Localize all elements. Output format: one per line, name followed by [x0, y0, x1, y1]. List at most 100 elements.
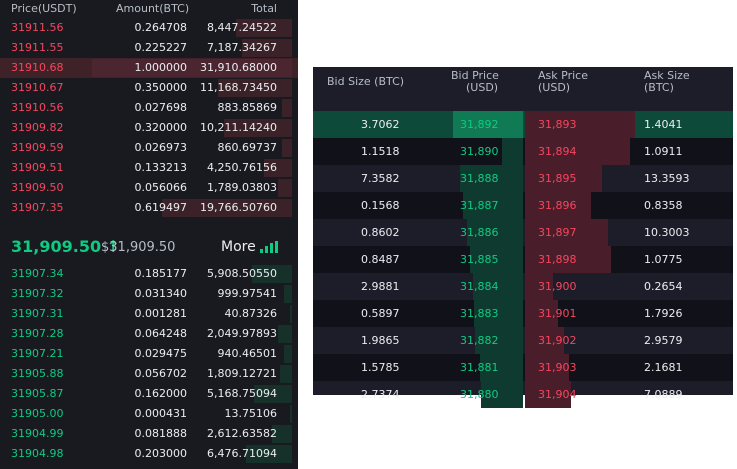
- ask-row[interactable]: 31909.82 0.320000 10,211.14240: [0, 118, 298, 138]
- last-price: 31,909.50 ↑: [11, 237, 121, 256]
- ask-size: 2.1681: [644, 361, 683, 374]
- bid-total: 5,168.75094: [207, 387, 277, 400]
- ask-price: 31,895: [538, 172, 577, 185]
- depth-row[interactable]: 1.9865 31,882 31,902 2.9579: [313, 327, 733, 354]
- bid-price: 31907.32: [11, 287, 64, 300]
- ask-row[interactable]: 31909.50 0.056066 1,789.03803: [0, 178, 298, 198]
- ask-row[interactable]: 31907.35 0.619497 19,766.50760: [0, 198, 298, 218]
- depth-row[interactable]: 0.8487 31,885 31,898 1.0775: [313, 246, 733, 273]
- bid-price: 31905.87: [11, 387, 64, 400]
- depth-row[interactable]: 0.8602 31,886 31,897 10.3003: [313, 219, 733, 246]
- bid-total: 6,476.71094: [207, 447, 277, 460]
- ask-price: 31910.68: [11, 61, 64, 74]
- bid-row[interactable]: 31905.88 0.056702 1,809.12721: [0, 364, 298, 384]
- depth-row[interactable]: 2.9881 31,884 31,900 0.2654: [313, 273, 733, 300]
- bid-row[interactable]: 31907.21 0.029475 940.46501: [0, 344, 298, 364]
- ask-size: 1.0775: [644, 253, 683, 266]
- bid-row[interactable]: 31907.34 0.185177 5,908.50550: [0, 264, 298, 284]
- bid-depth-bar: [481, 381, 523, 408]
- bid-total: 40.87326: [224, 307, 278, 320]
- depth-table-header: Bid Size (BTC) Bid Price (USD) Ask Price…: [313, 67, 733, 107]
- ask-depth-bar: [525, 381, 571, 408]
- bid-depth-bar: [284, 285, 292, 303]
- ask-depth-bar: [525, 273, 553, 300]
- bid-row[interactable]: 31905.87 0.162000 5,168.75094: [0, 384, 298, 404]
- bid-depth-bar: [474, 300, 523, 327]
- bid-row[interactable]: 31905.00 0.000431 13.75106: [0, 404, 298, 424]
- bid-depth-bar: [284, 345, 292, 363]
- bid-amount: 0.185177: [134, 267, 188, 280]
- bid-price: 31907.21: [11, 347, 64, 360]
- bid-depth-bar: [278, 325, 292, 343]
- ask-amount: 0.027698: [134, 101, 188, 114]
- ask-row[interactable]: 31911.56 0.264708 8,447.24522: [0, 18, 298, 38]
- ask-amount: 1.000000: [134, 61, 188, 74]
- bid-depth-bar: [473, 273, 523, 300]
- ask-size: 0.2654: [644, 280, 683, 293]
- bid-price: 31,884: [460, 280, 499, 293]
- bid-row[interactable]: 31904.98 0.203000 6,476.71094: [0, 444, 298, 464]
- bid-amount: 0.001281: [134, 307, 188, 320]
- ask-size: 1.7926: [644, 307, 683, 320]
- depth-row[interactable]: 7.3582 31,888 31,895 13.3593: [313, 165, 733, 192]
- order-book-header: Price(USDT) Amount(BTC) Total: [0, 0, 298, 17]
- bid-total: 13.75106: [224, 407, 278, 420]
- bid-price: 31,886: [460, 226, 499, 239]
- ask-size-header: Ask Size: [644, 69, 690, 82]
- price-header: Price(USDT): [11, 2, 77, 15]
- bid-price: 31904.98: [11, 447, 64, 460]
- ask-size: 13.3593: [644, 172, 690, 185]
- bid-total: 2,049.97893: [207, 327, 277, 340]
- ask-price: 31,903: [538, 361, 577, 374]
- ask-amount: 0.133213: [134, 161, 188, 174]
- ask-row[interactable]: 31910.56 0.027698 883.85869: [0, 98, 298, 118]
- last-price-bar: 31,909.50 ↑ $31,909.50 More: [0, 233, 298, 263]
- ask-price: 31910.56: [11, 101, 64, 114]
- ask-size: 2.9579: [644, 334, 683, 347]
- ask-size: 1.4041: [644, 118, 683, 131]
- ref-price: $31,909.50: [101, 240, 176, 255]
- bid-price: 31907.34: [11, 267, 64, 280]
- bid-total: 1,809.12721: [207, 367, 277, 380]
- bid-row[interactable]: 31907.31 0.001281 40.87326: [0, 304, 298, 324]
- bid-price: 31905.88: [11, 367, 64, 380]
- depth-row[interactable]: 0.1568 31,887 31,896 0.8358: [313, 192, 733, 219]
- depth-row[interactable]: 3.7062 31,892 31,893 1.4041: [313, 111, 733, 138]
- bid-price: 31,887: [460, 199, 499, 212]
- ask-depth-bar: [525, 354, 569, 381]
- bid-size: 1.5785: [361, 361, 400, 374]
- ask-price: 31911.56: [11, 21, 64, 34]
- ask-amount: 0.350000: [134, 81, 188, 94]
- bid-row[interactable]: 31904.99 0.081888 2,612.63582: [0, 424, 298, 444]
- bid-depth-bar: [254, 385, 292, 403]
- more-link[interactable]: More: [221, 239, 256, 255]
- depth-row[interactable]: 0.5897 31,883 31,901 1.7926: [313, 300, 733, 327]
- bid-size: 0.8602: [361, 226, 400, 239]
- ask-row[interactable]: 31910.68 1.000000 31,910.68000: [0, 58, 298, 78]
- bid-row[interactable]: 31907.28 0.064248 2,049.97893: [0, 324, 298, 344]
- ask-row[interactable]: 31909.59 0.026973 860.69737: [0, 138, 298, 158]
- bid-total: 940.46501: [217, 347, 278, 360]
- ask-row[interactable]: 31911.55 0.225227 7,187.34267: [0, 38, 298, 58]
- bid-depth-bar: [290, 405, 292, 423]
- ask-row[interactable]: 31909.51 0.133213 4,250.76156: [0, 158, 298, 178]
- bid-depth-bar: [460, 165, 523, 192]
- ask-depth-bar: [282, 99, 292, 117]
- bid-amount: 0.029475: [134, 347, 188, 360]
- depth-row[interactable]: 1.1518 31,890 31,894 1.0911: [313, 138, 733, 165]
- depth-row[interactable]: 2.7374 31,880 31,904 7.0889: [313, 381, 733, 408]
- bid-amount: 0.203000: [134, 447, 188, 460]
- ask-depth-bar: [525, 300, 558, 327]
- bid-depth-bar: [252, 265, 292, 283]
- bid-size: 0.5897: [361, 307, 400, 320]
- ask-depth-bar: [162, 199, 292, 217]
- bar-chart-icon[interactable]: [260, 241, 278, 253]
- ask-row[interactable]: 31910.67 0.350000 11,168.73450: [0, 78, 298, 98]
- bid-size: 2.7374: [361, 388, 400, 401]
- bid-price: 31,890: [460, 145, 499, 158]
- ask-price: 31,893: [538, 118, 577, 131]
- asks-list: 31911.56 0.264708 8,447.24522 31911.55 0.225…: [0, 18, 298, 218]
- bid-row[interactable]: 31907.32 0.031340 999.97541: [0, 284, 298, 304]
- depth-row[interactable]: 1.5785 31,881 31,903 2.1681: [313, 354, 733, 381]
- bid-price-unit: (USD): [466, 81, 499, 94]
